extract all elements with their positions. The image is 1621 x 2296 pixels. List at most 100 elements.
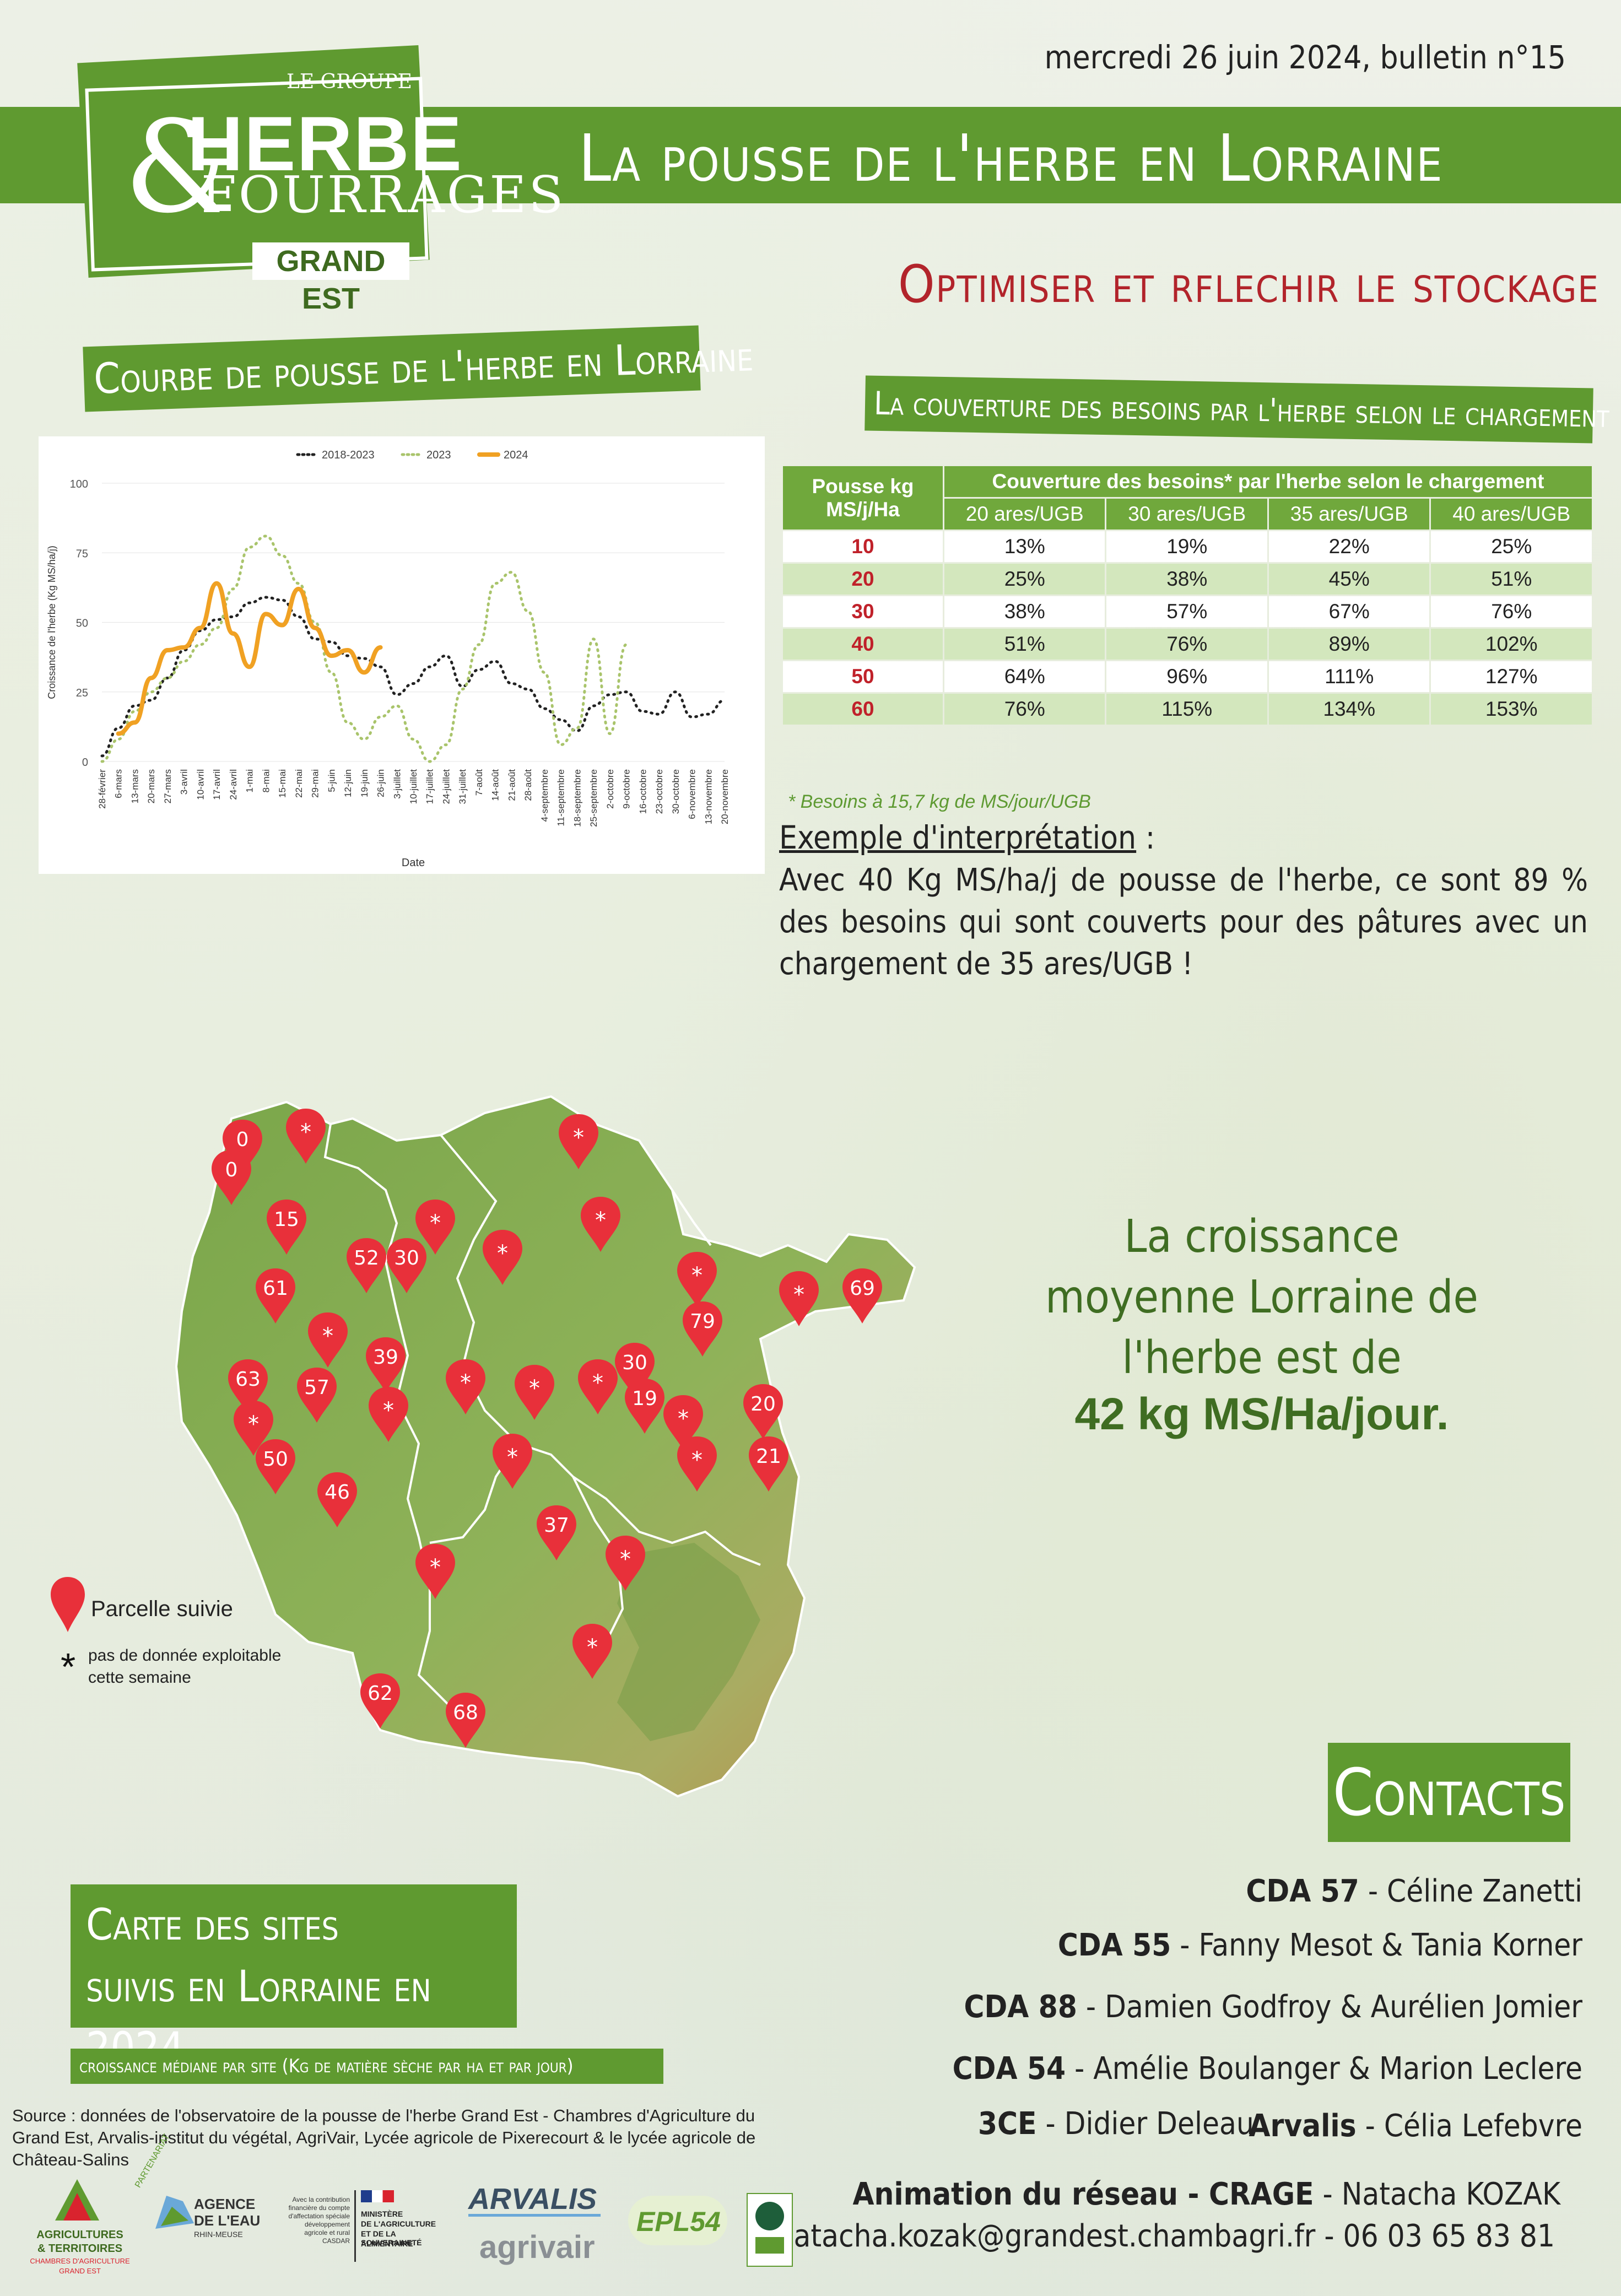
logo-text-line: CHAMBRES D'AGRICULTURE — [30, 2257, 130, 2265]
map-pin[interactable]: * — [572, 1624, 612, 1679]
x-tick-label: 21-août — [506, 769, 517, 801]
logo-text-line: DE L'EAU — [194, 2212, 261, 2229]
map-pin[interactable]: 39 — [366, 1337, 406, 1392]
map-pin[interactable]: * — [234, 1401, 273, 1456]
logo-divider — [354, 2190, 356, 2262]
contact-names: Didier Deleau — [1064, 2106, 1254, 2142]
agence-eau-emblem-icon — [155, 2196, 194, 2229]
map-pin[interactable]: 37 — [537, 1505, 576, 1560]
map-pin[interactable]: 50 — [256, 1439, 295, 1494]
map-pin[interactable]: * — [446, 1359, 485, 1414]
map-pin[interactable]: * — [415, 1544, 455, 1599]
logo-text-line: DE L'AGRICULTURE — [361, 2219, 436, 2228]
map-pin[interactable]: 15 — [267, 1200, 306, 1255]
map-pin[interactable]: 79 — [683, 1301, 722, 1357]
map-pin[interactable]: 68 — [446, 1693, 485, 1748]
map-pin[interactable]: * — [515, 1365, 554, 1420]
contact-org: Arvalis — [1249, 2108, 1357, 2144]
arvalis-agrivair-logo: ARVALIS agrivair — [463, 2182, 617, 2281]
map-pin[interactable]: * — [663, 1395, 703, 1450]
table-row-label: 40 — [783, 629, 943, 660]
map-pin[interactable]: 69 — [842, 1268, 882, 1323]
map-pin[interactable]: * — [559, 1114, 598, 1169]
section-heading: Optimiser et rflechir le stockage — [898, 255, 1600, 315]
x-tick-label: 10-avril — [195, 769, 206, 800]
contact-org: CDA 55 — [1057, 1927, 1171, 1963]
map-pin-label: * — [592, 1370, 603, 1396]
table-cell: 22% — [1268, 531, 1430, 562]
republique-flag-icon — [361, 2190, 394, 2202]
map-pin[interactable]: 21 — [749, 1436, 788, 1492]
map-pin[interactable]: 57 — [297, 1368, 337, 1423]
map-pin-marker-icon — [606, 1536, 645, 1591]
map-pin[interactable]: 62 — [360, 1673, 400, 1728]
map-pin-marker-icon — [234, 1401, 273, 1456]
map-pin-label: 39 — [373, 1346, 398, 1369]
map-pin[interactable]: 46 — [317, 1472, 357, 1527]
map-pin-label: * — [793, 1282, 804, 1308]
y-tick-label: 25 — [76, 687, 88, 699]
average-growth-line: moyenne Lorraine de — [1045, 1271, 1478, 1323]
x-tick-label: 17-avril — [212, 769, 222, 800]
animation-separator: - — [1314, 2176, 1342, 2212]
map-pin[interactable]: * — [415, 1200, 455, 1255]
animation-org: Animation du réseau - CRAGE — [852, 2176, 1314, 2212]
map-pin-marker-icon — [842, 1268, 882, 1323]
table-column-header: 20 ares/UGB — [944, 499, 1105, 530]
map-pin-marker-icon — [625, 1379, 664, 1434]
table-cell: 38% — [944, 596, 1105, 627]
map-pin[interactable]: * — [369, 1387, 408, 1442]
email-phone-link[interactable]: natacha.kozak@grandest.chambagri.fr - 06… — [776, 2218, 1555, 2254]
map-pin[interactable]: * — [677, 1436, 717, 1492]
contact-org: 3CE — [978, 2106, 1037, 2142]
map-pin-marker-icon — [297, 1368, 337, 1423]
map-pin[interactable]: 20 — [743, 1384, 783, 1439]
map-pin[interactable]: 0 — [223, 1120, 262, 1175]
map-pin[interactable]: * — [493, 1434, 532, 1489]
table-cell: 96% — [1106, 661, 1267, 692]
map-pin[interactable]: 63 — [228, 1359, 268, 1414]
map-pin[interactable]: 0 — [212, 1150, 251, 1205]
table-row-label: 60 — [783, 694, 943, 725]
map-pin[interactable]: 30 — [615, 1343, 655, 1398]
legend-star-label: pas de donnée exploitable cette semaine — [88, 1646, 282, 1687]
coverage-table: Pousse kg MS/j/Ha Couverture des besoins… — [781, 464, 1593, 726]
x-tick-label: 9-octobre — [622, 769, 632, 809]
y-tick-label: 0 — [82, 757, 88, 769]
map-pin-marker-icon — [581, 1197, 620, 1252]
table-cell: 111% — [1268, 661, 1430, 692]
map-pin[interactable]: * — [286, 1109, 326, 1164]
map-pin[interactable]: * — [779, 1271, 819, 1326]
x-tick-label: 10-juillet — [408, 769, 419, 804]
map-pin[interactable]: 61 — [256, 1268, 295, 1323]
map-pin[interactable]: * — [606, 1536, 645, 1591]
map-pin[interactable]: * — [581, 1197, 620, 1252]
map-pin-label: * — [430, 1211, 441, 1236]
x-tick-label: 16-octobre — [637, 769, 648, 814]
map-pin[interactable]: * — [483, 1230, 522, 1285]
table-cell: 153% — [1431, 694, 1592, 725]
arvalis-underline — [468, 2214, 601, 2217]
x-tick-label: 15-mai — [277, 769, 288, 798]
map-pin-marker-icon — [446, 1359, 485, 1414]
map-pin-label: 63 — [235, 1368, 261, 1391]
contact-names: Céline Zanetti — [1387, 1873, 1582, 1909]
y-tick-label: 100 — [70, 478, 88, 490]
table-column-header: 35 ares/UGB — [1268, 499, 1430, 530]
map-pin[interactable]: * — [677, 1252, 717, 1307]
table-column-header: 30 ares/UGB — [1106, 499, 1267, 530]
map-pin[interactable]: 19 — [625, 1379, 664, 1434]
map-pin[interactable]: * — [308, 1312, 348, 1368]
average-growth-line: l'herbe est de — [1122, 1332, 1402, 1384]
contact-org: CDA 88 — [964, 1989, 1077, 2025]
page-title: La pousse de l'herbe en Lorraine — [579, 120, 1444, 196]
x-tick-label: 5-juin — [326, 769, 337, 792]
map-pin[interactable]: 52 — [347, 1238, 386, 1293]
map-pin[interactable]: * — [578, 1359, 618, 1414]
x-tick-label: 1-mai — [245, 769, 255, 793]
map-pin-marker-icon — [223, 1120, 262, 1175]
map-pin[interactable]: 30 — [387, 1238, 426, 1293]
map-pin-marker-icon — [743, 1384, 783, 1439]
series-line-2024 — [116, 581, 383, 736]
x-tick-label: 24-avril — [228, 769, 239, 800]
